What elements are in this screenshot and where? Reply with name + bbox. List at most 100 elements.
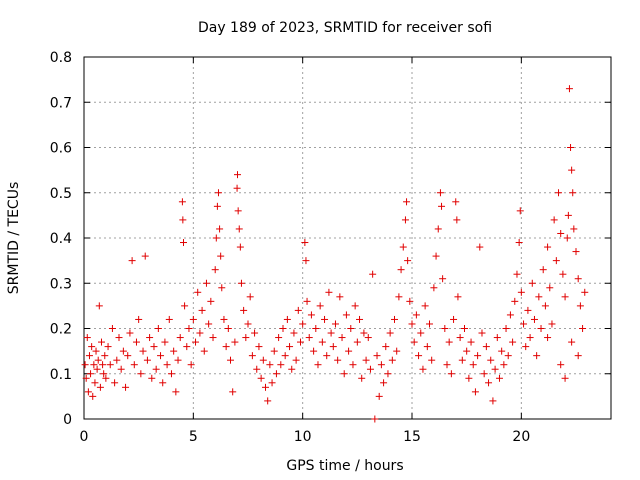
data-point	[87, 370, 95, 378]
data-point	[122, 383, 130, 391]
data-point	[412, 311, 420, 319]
x-tick-label: 10	[294, 429, 312, 445]
data-point	[443, 361, 451, 369]
data-point	[81, 361, 89, 369]
data-point	[139, 347, 147, 355]
data-point	[192, 338, 200, 346]
data-point	[296, 338, 304, 346]
data-point	[511, 297, 519, 305]
data-point	[268, 379, 276, 387]
data-point	[515, 239, 523, 247]
data-point	[91, 379, 99, 387]
data-point	[423, 343, 431, 351]
data-point	[207, 297, 215, 305]
data-point	[227, 356, 235, 364]
data-point	[581, 288, 589, 296]
data-point	[183, 343, 191, 351]
data-point	[353, 338, 361, 346]
data-point	[231, 338, 239, 346]
data-point	[96, 383, 104, 391]
data-point	[270, 347, 278, 355]
y-tick-label: 0	[63, 412, 72, 428]
data-point	[117, 365, 125, 373]
data-point	[253, 365, 261, 373]
data-point	[334, 356, 342, 364]
data-point	[546, 284, 554, 292]
data-point	[214, 189, 222, 197]
data-point	[526, 334, 534, 342]
data-point	[163, 361, 171, 369]
data-point	[143, 356, 151, 364]
y-tick-label: 0.2	[50, 322, 72, 338]
data-point	[115, 334, 123, 342]
data-point	[234, 207, 242, 215]
data-point	[495, 374, 503, 382]
data-point	[229, 388, 237, 396]
data-point	[331, 320, 339, 328]
data-point	[157, 352, 165, 360]
data-point	[310, 347, 318, 355]
data-point	[524, 306, 532, 314]
data-point	[474, 352, 482, 360]
data-point	[574, 352, 582, 360]
data-point	[101, 352, 109, 360]
data-point	[557, 229, 565, 237]
data-point	[130, 361, 138, 369]
data-point	[314, 361, 322, 369]
data-point	[568, 166, 576, 174]
grid-lines	[84, 57, 611, 419]
data-point	[299, 320, 307, 328]
data-point	[97, 338, 105, 346]
data-point	[257, 374, 265, 382]
data-point	[152, 365, 160, 373]
data-point	[194, 288, 202, 296]
data-point	[471, 388, 479, 396]
x-axis-label: GPS time / hours	[286, 458, 403, 474]
data-point	[436, 189, 444, 197]
data-point	[137, 370, 145, 378]
data-point	[323, 352, 331, 360]
data-point	[135, 315, 143, 323]
data-point	[174, 356, 182, 364]
data-point	[305, 334, 313, 342]
data-point	[90, 361, 98, 369]
data-point	[428, 356, 436, 364]
data-point	[426, 320, 434, 328]
data-point	[176, 334, 184, 342]
y-axis-label: SRMTID / TECUs	[6, 182, 22, 295]
data-point	[255, 343, 263, 351]
data-point	[128, 257, 136, 265]
data-point	[360, 329, 368, 337]
data-point	[504, 352, 512, 360]
data-point	[362, 356, 370, 364]
data-point	[213, 202, 221, 210]
data-point	[399, 243, 407, 251]
data-point	[181, 302, 189, 310]
y-tick-label: 0.3	[50, 276, 72, 292]
x-tick-label: 5	[189, 429, 198, 445]
data-point	[454, 293, 462, 301]
data-point	[85, 352, 93, 360]
data-point	[154, 325, 162, 332]
data-point	[552, 257, 560, 265]
data-point	[434, 225, 442, 233]
data-point	[415, 352, 423, 360]
data-point	[401, 216, 409, 224]
data-point	[572, 248, 580, 256]
data-point	[522, 343, 530, 351]
data-point	[336, 293, 344, 301]
y-tick-label: 0.4	[50, 231, 72, 247]
data-point	[456, 334, 464, 342]
data-point	[92, 347, 100, 355]
data-point	[421, 302, 429, 310]
data-point	[126, 329, 134, 337]
data-point	[478, 329, 486, 337]
data-point	[246, 293, 254, 301]
data-point	[516, 207, 524, 215]
data-point	[294, 306, 302, 314]
data-point	[482, 343, 490, 351]
data-point	[579, 325, 587, 332]
data-point	[371, 415, 379, 423]
data-point	[236, 243, 244, 251]
data-point	[283, 315, 291, 323]
